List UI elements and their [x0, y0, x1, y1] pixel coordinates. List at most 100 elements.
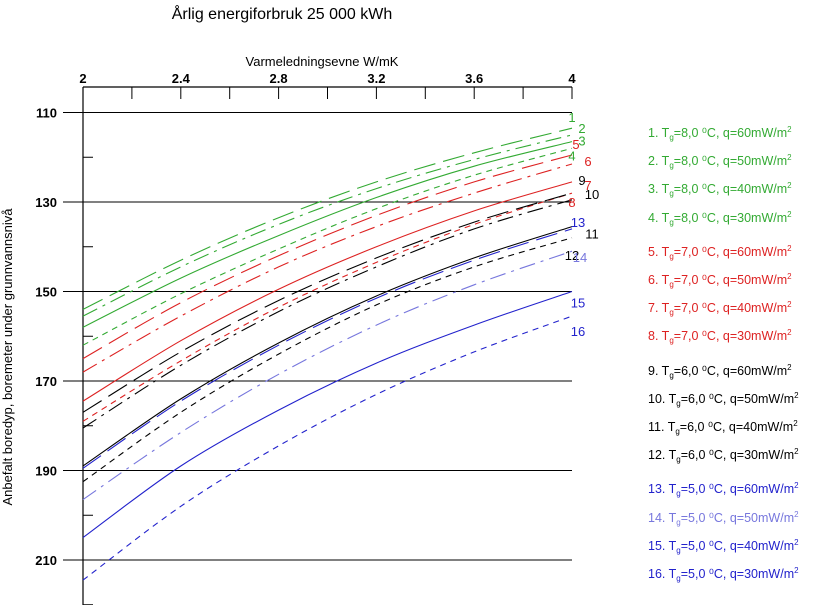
legend-entry-subscript: g [669, 217, 674, 227]
legend-entry-superscript: 2 [787, 328, 792, 338]
curve-label-9: 9 [578, 173, 585, 188]
legend-entry-subscript: g [669, 189, 674, 199]
x-axis-label: Varmeledningsevne W/mK [246, 54, 399, 69]
legend-entry-text: =5,0 ⁰C, q=40mW/m [680, 538, 795, 553]
legend-entry-subscript: g [676, 545, 681, 555]
legend-entry-superscript: 2 [794, 447, 799, 457]
legend-entry-16: 16. Tg=5,0 ⁰C, q=30mW/m2 [648, 561, 799, 589]
legend-entry-text: =7,0 ⁰C, q=60mW/m [673, 244, 788, 259]
legend-entry-label: 6. T [648, 273, 670, 288]
legend-entry-subscript: g [675, 427, 680, 437]
legend-entry-label: 3. T [648, 182, 670, 197]
series-line-16 [82, 315, 573, 581]
legend-entry-text: =5,0 ⁰C, q=30mW/m [680, 567, 795, 582]
y-tick-label: 210 [35, 553, 57, 568]
curve-label-2: 2 [578, 121, 585, 136]
x-tick-label: 2 [79, 71, 86, 86]
legend-entry-superscript: 2 [787, 272, 792, 282]
series-line-4 [82, 147, 573, 346]
series-line-7 [82, 181, 573, 402]
legend-entry-superscript: 2 [787, 181, 792, 191]
legend-entry-label: 16. T [648, 567, 677, 582]
y-tick-label: 110 [36, 106, 57, 121]
legend-entry-text: =6,0 ⁰C, q=50mW/m [680, 391, 795, 406]
series-line-8 [82, 192, 573, 422]
legend-entry-text: =7,0 ⁰C, q=50mW/m [673, 273, 788, 288]
grid [63, 112, 572, 561]
legend-entry-subscript: g [676, 489, 681, 499]
curve-label-7: 7 [584, 178, 591, 193]
legend-entry-superscript: 2 [794, 537, 799, 547]
curve-label-1: 1 [568, 110, 575, 125]
legend-entry-superscript: 2 [787, 300, 792, 310]
legend-entry-subscript: g [676, 398, 681, 408]
curve-label-4: 4 [568, 148, 575, 163]
legend-entry-subscript: g [669, 251, 674, 261]
legend-entry-text: =6,0 ⁰C, q=40mW/m [679, 420, 794, 435]
y-tick-label: 150 [35, 285, 57, 300]
legend-entry-label: 8. T [648, 329, 670, 344]
legend-entry-8: 8. Tg=7,0 ⁰C, q=30mW/m2 [648, 323, 799, 351]
legend-entry-label: 12. T [648, 448, 677, 463]
curve-label-12: 12 [565, 248, 579, 263]
curve-label-8: 8 [568, 195, 575, 210]
legend-entry-subscript: g [669, 133, 674, 142]
curve-label-16: 16 [571, 324, 585, 339]
series-line-11 [82, 226, 573, 467]
legend-entry-label: 1. T [648, 126, 670, 140]
legend-entry-label: 13. T [648, 482, 677, 497]
legend-entry-11: 11. Tg=6,0 ⁰C, q=40mW/m2 [648, 414, 799, 442]
legend-entry-subscript: g [676, 574, 681, 584]
y-tick-label: 170 [35, 374, 57, 389]
legend-entry-superscript: 2 [787, 209, 792, 219]
legend-entry-text: =8,0 ⁰C, q=60mW/m [673, 126, 788, 140]
series-line-14 [82, 250, 573, 501]
series-line-10 [82, 199, 573, 429]
series-line-9 [82, 192, 573, 413]
legend-entry-subscript: g [669, 280, 674, 290]
y-tick-label: 190 [35, 464, 57, 479]
series-line-5 [82, 154, 573, 360]
legend-entry-subscript: g [669, 336, 674, 346]
legend-entry-13: 13. Tg=5,0 ⁰C, q=60mW/m2 [648, 476, 799, 504]
legend-entry-superscript: 2 [787, 153, 792, 163]
legend-entry-3: 3. Tg=8,0 ⁰C, q=40mW/m2 [648, 176, 799, 204]
legend-entry-label: 7. T [648, 301, 670, 316]
legend-entry-7: 7. Tg=7,0 ⁰C, q=40mW/m2 [648, 295, 799, 323]
legend-entry-superscript: 2 [793, 419, 798, 429]
x-tick-label: 3.2 [367, 71, 385, 86]
curve-label-11: 11 [585, 227, 599, 242]
legend-entry-text: =7,0 ⁰C, q=30mW/m [673, 329, 788, 344]
series-line-12 [82, 237, 573, 483]
x-tick-label: 3.6 [465, 71, 483, 86]
curve-label-15: 15 [571, 296, 585, 311]
series-line-13 [82, 228, 573, 469]
legend-entry-1: 1. Tg=8,0 ⁰C, q=60mW/m2 [648, 120, 799, 148]
series-line-3 [82, 141, 573, 328]
legend-entry-label: 9. T [648, 363, 670, 378]
legend-entry-15: 15. Tg=5,0 ⁰C, q=40mW/m2 [648, 533, 799, 561]
legend-entry-superscript: 2 [794, 509, 799, 519]
legend-entry-superscript: 2 [787, 243, 792, 253]
legend-entry-superscript: 2 [794, 390, 799, 400]
curve-label-10: 10 [585, 187, 599, 202]
legend-entry-subscript: g [669, 308, 674, 318]
legend-entry-text: =8,0 ⁰C, q=40mW/m [673, 182, 788, 197]
legend: 1. Tg=8,0 ⁰C, q=60mW/m2 2. Tg=8,0 ⁰C, q=5… [648, 120, 799, 589]
legend-entry-superscript: 2 [794, 481, 799, 491]
legend-entry-14: 14. Tg=5,0 ⁰C, q=50mW/m2 [648, 505, 799, 533]
legend-entry-label: 11. T [648, 420, 676, 435]
legend-entry-superscript: 2 [787, 125, 792, 134]
curve-label-14: 14 [573, 250, 587, 265]
legend-entry-text: =5,0 ⁰C, q=60mW/m [680, 482, 795, 497]
legend-entry-label: 4. T [648, 210, 670, 225]
axes: 2 2.4 2.8 3.2 3.6 4 110 130 150 170 190 210 [35, 71, 576, 605]
series-group [82, 127, 573, 581]
x-tick-label: 4 [568, 71, 576, 86]
legend-entry-10: 10. Tg=6,0 ⁰C, q=50mW/m2 [648, 386, 799, 414]
y-axis-label: Anbefalt boredyp, boremeter under grunnv… [0, 208, 15, 506]
legend-entry-text: =5,0 ⁰C, q=50mW/m [680, 510, 795, 525]
series-line-1 [82, 127, 573, 310]
curve-label-6: 6 [584, 154, 591, 169]
